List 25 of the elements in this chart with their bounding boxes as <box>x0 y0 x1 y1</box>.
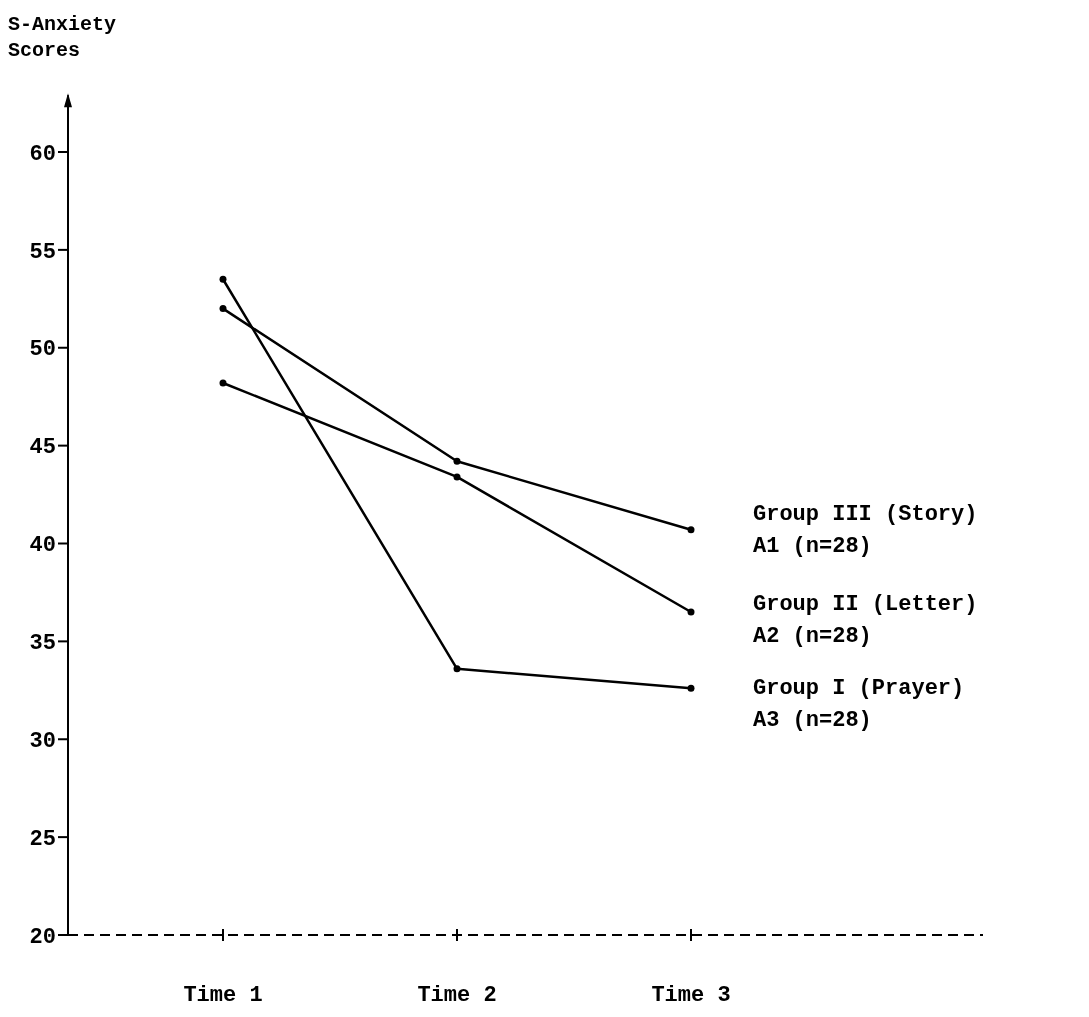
y-tick-label: 25 <box>29 826 56 852</box>
point <box>687 608 695 616</box>
y-tick-label: 45 <box>29 435 56 461</box>
y-tick-label: 40 <box>29 533 56 559</box>
point <box>453 665 461 673</box>
y-tick-label: 60 <box>29 141 56 167</box>
point <box>453 457 461 465</box>
y-tick-label: 30 <box>29 728 56 754</box>
text: Group III (Story) A1 (n=28) <box>753 501 978 559</box>
point <box>687 526 695 534</box>
point <box>453 473 461 481</box>
x-tick-label: Time 2 <box>417 983 497 1008</box>
point <box>219 275 227 283</box>
x-tick-label: Time 1 <box>183 983 263 1008</box>
y-tick-label: 20 <box>29 924 56 950</box>
y-axis-title: S-Anxiety Scores <box>8 13 117 62</box>
x-tick-label: Time 3 <box>651 983 731 1008</box>
point <box>687 684 695 692</box>
point <box>219 305 227 313</box>
text: Group I (Prayer) A3 (n=28) <box>753 676 965 734</box>
y-tick-label: 50 <box>29 337 56 363</box>
y-tick-label: 55 <box>29 239 56 265</box>
y-tick-label: 35 <box>29 631 56 657</box>
point <box>219 379 227 387</box>
text: Group II (Letter) A2 (n=28) <box>753 592 978 650</box>
